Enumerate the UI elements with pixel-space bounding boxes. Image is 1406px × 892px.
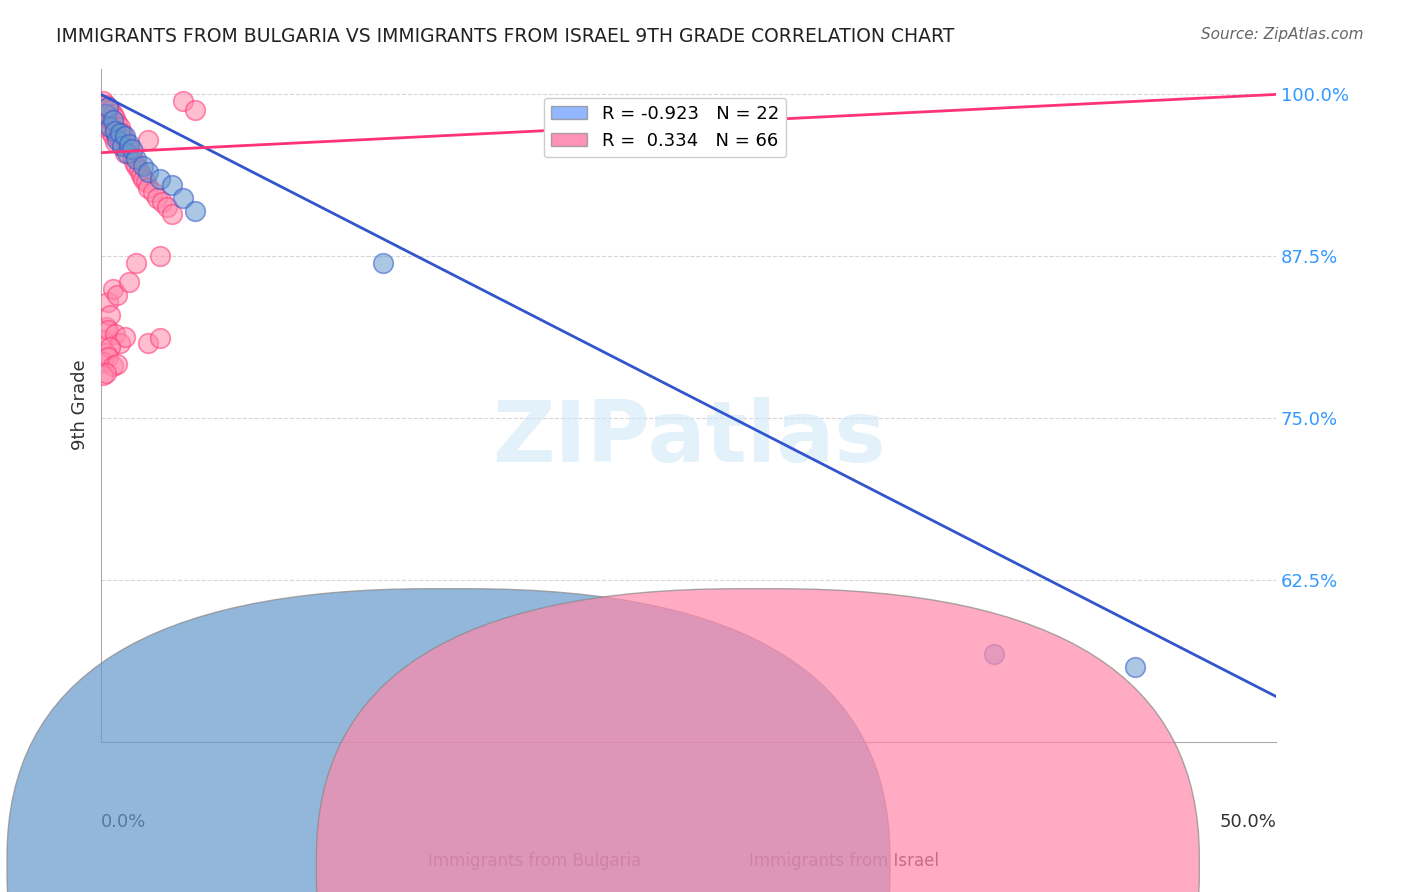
Point <box>136 165 159 179</box>
Point <box>125 256 148 270</box>
Point <box>114 128 136 143</box>
Point <box>94 366 117 380</box>
Point <box>93 334 115 348</box>
Point <box>94 107 117 121</box>
Point <box>114 329 136 343</box>
Text: 50.0%: 50.0% <box>1219 813 1277 831</box>
Point <box>107 116 129 130</box>
Point <box>93 355 115 369</box>
Point <box>101 282 124 296</box>
Point <box>184 103 207 117</box>
Point <box>93 103 115 117</box>
Point <box>108 126 131 140</box>
Point <box>101 359 124 374</box>
Point <box>100 120 122 134</box>
Point <box>97 294 120 309</box>
Point <box>125 152 148 166</box>
Point <box>100 103 122 117</box>
Point <box>94 107 117 121</box>
Text: IMMIGRANTS FROM BULGARIA VS IMMIGRANTS FROM ISRAEL 9TH GRADE CORRELATION CHART: IMMIGRANTS FROM BULGARIA VS IMMIGRANTS F… <box>56 27 955 45</box>
Point <box>132 159 155 173</box>
Point <box>122 154 145 169</box>
Point <box>100 123 122 137</box>
Point <box>93 368 115 383</box>
Point <box>97 100 120 114</box>
Point <box>160 178 183 192</box>
Point <box>115 145 138 160</box>
Point <box>983 647 1005 661</box>
Point <box>1123 659 1146 673</box>
Point <box>121 148 143 162</box>
Point <box>172 191 194 205</box>
Point <box>184 203 207 218</box>
Point <box>118 142 141 156</box>
Point <box>108 133 131 147</box>
Point <box>115 139 138 153</box>
Point <box>93 94 115 108</box>
Legend: R = -0.923   N = 22, R =  0.334   N = 66: R = -0.923 N = 22, R = 0.334 N = 66 <box>544 98 786 157</box>
Point <box>371 256 394 270</box>
Point <box>104 111 127 125</box>
Point <box>97 323 120 337</box>
Point <box>101 107 124 121</box>
Point <box>136 336 159 351</box>
Point <box>111 139 134 153</box>
Point <box>160 206 183 220</box>
Point <box>104 136 127 150</box>
Point <box>149 331 172 345</box>
Point <box>118 275 141 289</box>
Point <box>94 97 117 112</box>
Point <box>128 162 150 177</box>
Point <box>149 171 172 186</box>
Point <box>101 117 124 131</box>
Point <box>150 194 173 209</box>
Point <box>107 133 129 147</box>
Point <box>97 100 120 114</box>
Point <box>97 110 120 124</box>
Point <box>104 326 127 341</box>
Point <box>94 346 117 360</box>
Point <box>108 336 131 351</box>
Point <box>100 113 122 128</box>
Point <box>129 168 152 182</box>
Point <box>107 128 129 143</box>
Point <box>94 116 117 130</box>
Point <box>101 128 124 143</box>
Point <box>111 139 134 153</box>
Point <box>100 340 122 354</box>
Point <box>135 176 157 190</box>
Point <box>136 180 159 194</box>
Point <box>104 123 127 137</box>
Point <box>149 249 172 263</box>
Point <box>121 142 143 156</box>
Point <box>101 113 124 128</box>
Point <box>146 191 169 205</box>
Point <box>114 133 136 147</box>
Point <box>94 320 117 334</box>
Point <box>118 136 141 151</box>
Point <box>107 357 129 371</box>
Point <box>97 120 120 134</box>
Point <box>97 350 120 364</box>
Point <box>136 133 159 147</box>
Text: ZIPatlas: ZIPatlas <box>492 397 886 480</box>
Point <box>108 120 131 134</box>
Point <box>125 159 148 173</box>
Point <box>114 145 136 160</box>
Text: Immigrants from Bulgaria: Immigrants from Bulgaria <box>427 852 641 870</box>
Point <box>107 288 129 302</box>
Point <box>104 122 127 136</box>
Text: Source: ZipAtlas.com: Source: ZipAtlas.com <box>1201 27 1364 42</box>
Point <box>142 185 165 199</box>
Text: Immigrants from Israel: Immigrants from Israel <box>748 852 939 870</box>
Point <box>156 200 179 214</box>
Point <box>132 171 155 186</box>
Point <box>100 308 122 322</box>
Point <box>111 126 134 140</box>
Y-axis label: 9th Grade: 9th Grade <box>72 359 89 450</box>
Text: 0.0%: 0.0% <box>101 813 146 831</box>
Point <box>172 94 194 108</box>
